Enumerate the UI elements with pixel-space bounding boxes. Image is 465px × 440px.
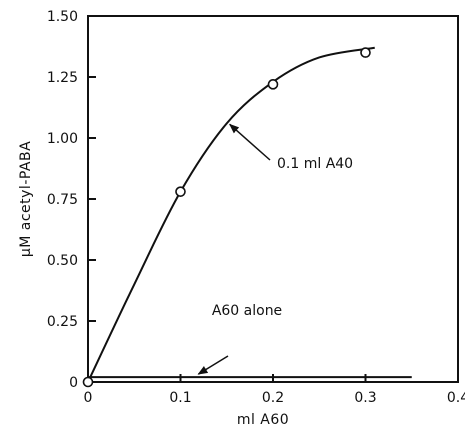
series-0-point-0 (82, 376, 94, 388)
y-tick-label-5: 1.25 (47, 70, 78, 86)
x-tick-label-2: 0.2 (262, 390, 284, 406)
y-tick-label-0: 0 (69, 375, 78, 391)
x-tick-label-4: 0.4 (447, 390, 465, 406)
y-tick-label-2: 0.50 (47, 253, 78, 269)
annotation-a60-alone: A60 alone (212, 303, 282, 319)
y-tick-label-4: 1.00 (47, 131, 78, 147)
series-0-point-2 (267, 79, 279, 90)
x-tick-label-1: 0.1 (169, 390, 191, 406)
y-tick-label-6: 1.50 (47, 9, 78, 25)
series-0-line (87, 46, 375, 383)
x-tick-label-3: 0.3 (354, 390, 376, 406)
y-tick-label-1: 0.25 (47, 314, 78, 330)
annotation-1-arrow (197, 355, 229, 375)
annotation-0-1-ml-a40: 0.1 ml A40 (277, 156, 353, 172)
y-tick-label-3: 0.75 (47, 192, 78, 208)
series-0-point-3 (360, 47, 371, 58)
x-axis-title: ml A60 (237, 412, 289, 428)
annotation-0-arrow (229, 123, 271, 161)
y-axis-title: μM acetyl-PABA (18, 141, 34, 257)
series-0-point-1 (175, 186, 186, 197)
plot-area: 0 0.1 0.2 0.3 0.4 0 0.25 0.50 0.75 1.00 1.25 1.50 (47, 9, 465, 406)
x-tick-label-0: 0 (84, 390, 93, 406)
